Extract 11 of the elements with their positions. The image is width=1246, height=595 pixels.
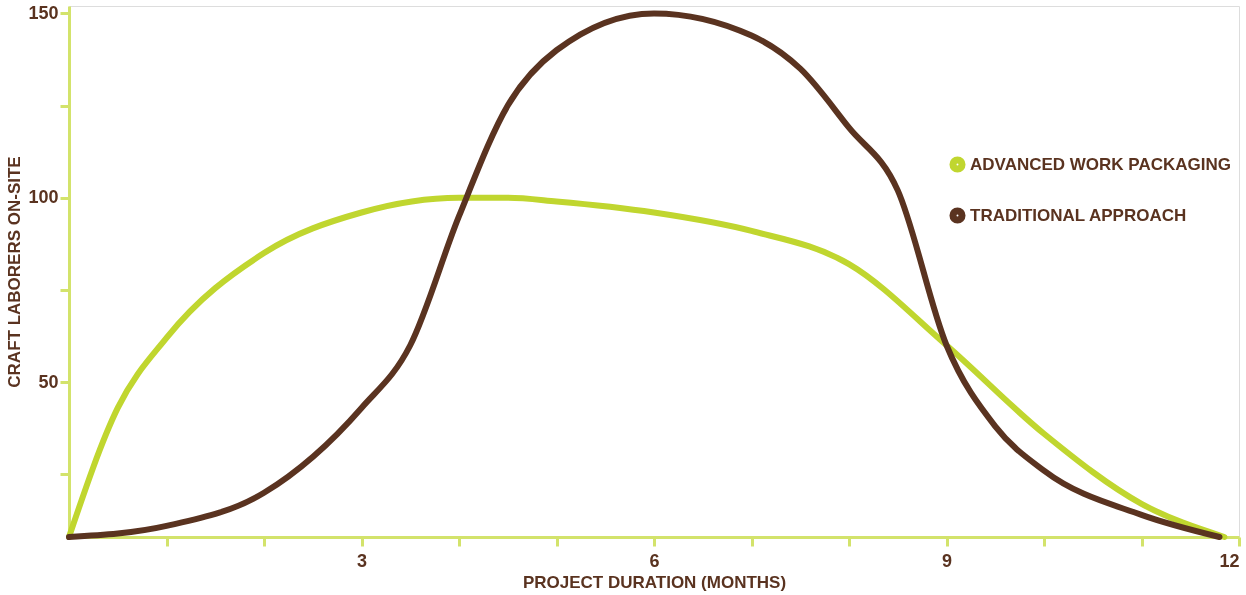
x-tick-label: 6 [649, 550, 660, 571]
x-tick-label: 9 [941, 550, 953, 571]
x-tick-label: 3 [356, 550, 368, 571]
y-tick-label: 50 [38, 371, 59, 392]
y-tick-label: 100 [28, 187, 59, 208]
legend-label: TRADITIONAL APPROACH [970, 205, 1187, 225]
y-tick-label: 150 [28, 2, 59, 23]
legend-label: ADVANCED WORK PACKAGING [970, 154, 1231, 174]
y-axis-title: CRAFT LABORERS ON-SITE [5, 156, 25, 388]
x-axis-title: PROJECT DURATION (MONTHS) [522, 572, 787, 592]
x-tick-label: 12 [1219, 550, 1240, 571]
